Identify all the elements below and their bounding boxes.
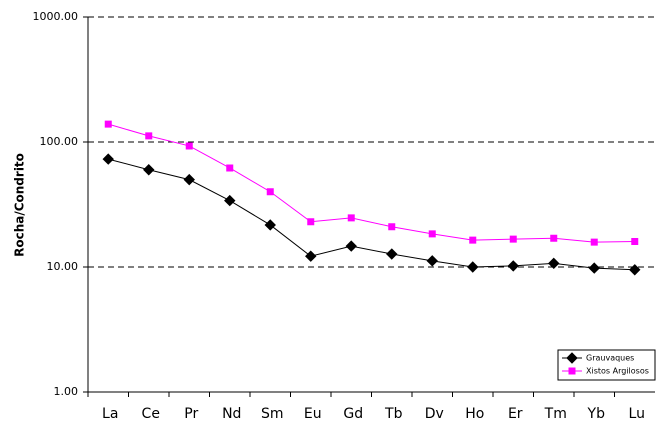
data-point bbox=[509, 235, 517, 243]
data-point bbox=[143, 164, 155, 176]
data-point bbox=[305, 250, 317, 262]
x-tick-label: Tb bbox=[384, 406, 403, 421]
data-point bbox=[104, 120, 112, 128]
legend-marker bbox=[566, 352, 578, 364]
x-tick-label: Gd bbox=[343, 406, 363, 421]
x-tick-label: Lu bbox=[629, 406, 645, 421]
y-tick-label: 1.00 bbox=[54, 385, 79, 398]
data-point bbox=[183, 173, 195, 186]
y-axis-label: Rocha/Condrito bbox=[13, 153, 27, 257]
data-point bbox=[507, 260, 519, 272]
data-point bbox=[345, 240, 357, 252]
x-tick-label: Sm bbox=[261, 406, 284, 421]
series-line bbox=[108, 158, 635, 271]
x-tick-label: Eu bbox=[304, 406, 322, 421]
x-tick-label: Er bbox=[508, 406, 523, 421]
data-point bbox=[388, 223, 396, 231]
x-tick-label: Pr bbox=[184, 406, 198, 421]
data-point bbox=[185, 142, 193, 150]
legend-label: Xistos Argilosos bbox=[586, 367, 649, 376]
data-point bbox=[102, 153, 114, 165]
x-tick-label: Dv bbox=[425, 406, 444, 421]
x-tick-label: Yb bbox=[587, 406, 606, 421]
y-tick-label: 1000.00 bbox=[33, 10, 79, 23]
x-tick-label: Ce bbox=[142, 406, 160, 421]
data-point bbox=[548, 257, 560, 270]
legend-marker bbox=[568, 367, 576, 375]
legend-label: Grauvaques bbox=[586, 354, 634, 363]
data-point bbox=[629, 264, 641, 276]
data-point bbox=[264, 219, 276, 231]
data-point bbox=[226, 164, 234, 172]
data-point bbox=[590, 238, 598, 246]
data-point bbox=[347, 214, 355, 222]
data-point bbox=[145, 132, 153, 140]
data-point bbox=[386, 248, 398, 260]
data-point bbox=[467, 261, 479, 273]
data-point bbox=[428, 230, 436, 238]
y-tick-label: 100.00 bbox=[40, 135, 79, 148]
data-point bbox=[550, 234, 558, 242]
data-point bbox=[307, 218, 315, 226]
data-point bbox=[426, 255, 438, 267]
x-tick-label: Tm bbox=[544, 406, 567, 421]
x-tick-label: Ho bbox=[465, 406, 484, 421]
series-line bbox=[108, 123, 635, 243]
data-point bbox=[588, 262, 600, 274]
data-point bbox=[224, 194, 236, 207]
data-point bbox=[266, 188, 274, 196]
x-tick-label: Nd bbox=[222, 406, 241, 421]
data-point bbox=[631, 237, 639, 245]
data-point bbox=[469, 236, 477, 244]
y-tick-label: 10.00 bbox=[47, 260, 79, 273]
x-tick-label: La bbox=[102, 406, 118, 421]
